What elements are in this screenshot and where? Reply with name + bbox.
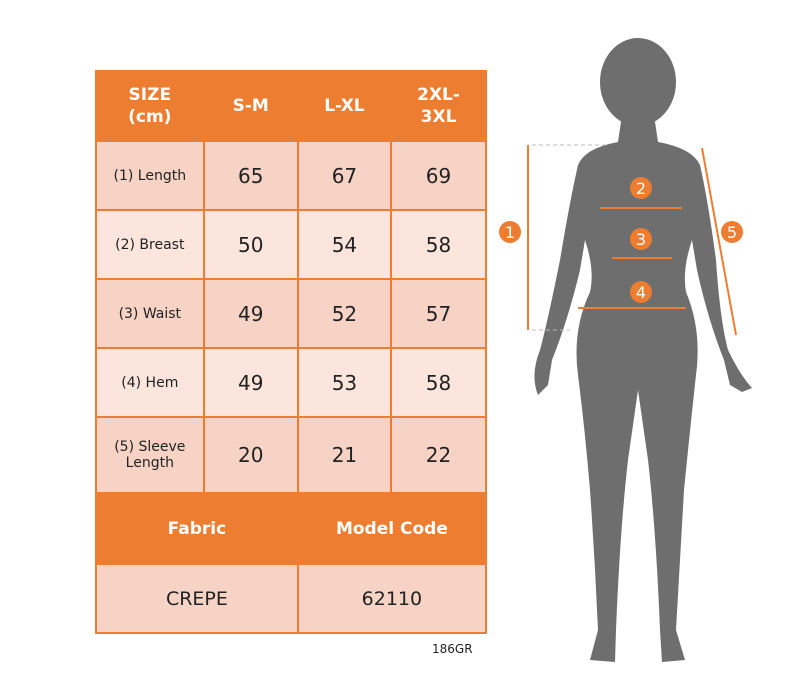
marker-number: 5 <box>727 223 737 242</box>
row-label-text: (2) Breast <box>115 236 185 253</box>
model-code-label: Model Code <box>296 492 488 565</box>
header-text: 2XL- <box>417 85 460 105</box>
measure-marker: 2 <box>630 177 652 199</box>
size-value: 50 <box>202 209 299 280</box>
model-code-value: 62110 <box>296 563 488 634</box>
row-label-text: (4) Hem <box>121 374 179 391</box>
fabric-value: CREPE <box>95 563 299 634</box>
header-s-m: S-M <box>202 70 299 142</box>
measure-marker: 5 <box>721 221 743 243</box>
measure-marker: 3 <box>630 228 652 250</box>
size-value: 65 <box>202 140 299 211</box>
size-value: 58 <box>390 347 487 418</box>
measure-marker: 4 <box>630 281 652 303</box>
size-value: 21 <box>296 416 393 494</box>
size-value: 58 <box>390 209 487 280</box>
table-row: (4) Hem 49 53 58 <box>95 347 487 418</box>
size-value: 67 <box>296 140 393 211</box>
measure-marker: 1 <box>499 221 521 243</box>
table-row: (3) Waist 49 52 57 <box>95 278 487 349</box>
marker-number: 4 <box>636 283 646 302</box>
info-header-row: Fabric Model Code <box>95 492 488 565</box>
silhouette <box>534 38 752 662</box>
size-value: 53 <box>296 347 393 418</box>
row-label: (3) Waist <box>95 278 205 349</box>
marker-number: 1 <box>505 223 515 242</box>
header-text: 3XL <box>420 107 457 127</box>
row-label: (5) Sleeve Length <box>95 416 205 494</box>
size-value: 52 <box>296 278 393 349</box>
table-row: (1) Length 65 67 69 <box>95 140 487 211</box>
sleeve-arrow <box>701 147 737 336</box>
row-label-text: Length <box>125 455 174 471</box>
marker-number: 3 <box>636 230 646 249</box>
size-value: 57 <box>390 278 487 349</box>
product-code: 186GR <box>432 642 473 656</box>
fabric-label: Fabric <box>95 492 299 565</box>
row-label: (4) Hem <box>95 347 205 418</box>
size-chart-table: SIZE (cm) S-M L-XL 2XL- 3XL (1) Length 65 67… <box>95 70 488 634</box>
header-text: S-M <box>232 96 269 116</box>
row-label: (2) Breast <box>95 209 205 280</box>
table-row: (5) Sleeve Length 20 21 22 <box>95 416 487 494</box>
marker-number: 2 <box>636 179 646 198</box>
size-value: 54 <box>296 209 393 280</box>
table-row: (2) Breast 50 54 58 <box>95 209 487 280</box>
body-silhouette-figure: 1 2 3 4 5 <box>499 38 752 662</box>
size-value: 22 <box>390 416 487 494</box>
info-value-row: CREPE 62110 <box>95 563 488 634</box>
row-label-text: (3) Waist <box>118 305 182 322</box>
size-value: 49 <box>202 278 299 349</box>
size-value: 69 <box>390 140 487 211</box>
row-label-text: (1) Length <box>113 167 187 184</box>
header-2xl-3xl: 2XL- 3XL <box>390 70 487 142</box>
row-label: (1) Length <box>95 140 205 211</box>
size-value: 20 <box>202 416 299 494</box>
header-size: SIZE (cm) <box>95 70 205 142</box>
header-text: SIZE <box>128 85 172 105</box>
header-row: SIZE (cm) S-M L-XL 2XL- 3XL <box>95 70 487 142</box>
header-l-xl: L-XL <box>296 70 393 142</box>
header-text: L-XL <box>324 96 365 116</box>
size-value: 49 <box>202 347 299 418</box>
header-text: (cm) <box>128 107 172 127</box>
row-label-text: (5) Sleeve <box>114 439 186 455</box>
